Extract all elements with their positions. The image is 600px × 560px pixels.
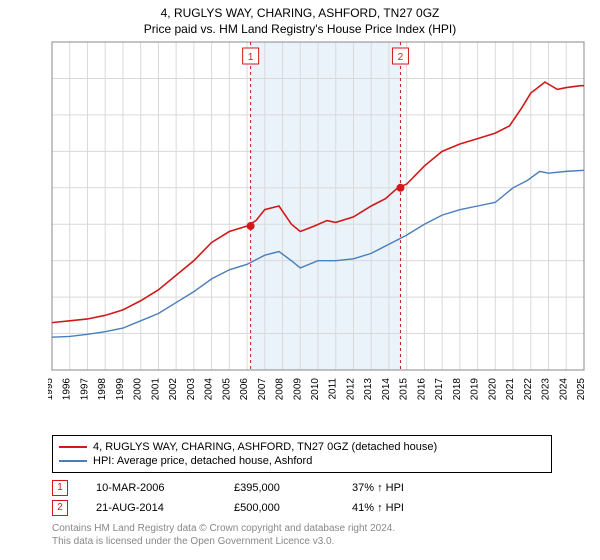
transaction-price: £395,000 [234,482,324,494]
legend-item: 4, RUGLYS WAY, CHARING, ASHFORD, TN27 0G… [59,440,545,454]
footer: Contains HM Land Registry data © Crown c… [52,522,395,548]
svg-text:2021: 2021 [505,378,516,401]
svg-text:2008: 2008 [275,378,286,401]
svg-text:2022: 2022 [523,378,534,401]
svg-text:1996: 1996 [62,378,73,401]
transaction-row: 1 10-MAR-2006 £395,000 37% ↑ HPI [52,478,552,498]
svg-text:2004: 2004 [204,378,215,401]
svg-text:2001: 2001 [150,378,161,401]
marker-box-icon: 1 [52,480,68,496]
title-line-2: Price paid vs. HM Land Registry's House … [0,20,600,36]
svg-text:2010: 2010 [310,378,321,401]
svg-text:2023: 2023 [541,378,552,401]
footer-line-2: This data is licensed under the Open Gov… [52,535,395,548]
svg-text:1998: 1998 [97,378,108,401]
footer-line-1: Contains HM Land Registry data © Crown c… [52,522,395,535]
svg-text:2009: 2009 [292,378,303,401]
transaction-price: £500,000 [234,502,324,514]
svg-text:2005: 2005 [221,378,232,401]
legend-swatch [59,446,87,448]
title-line-1: 4, RUGLYS WAY, CHARING, ASHFORD, TN27 0G… [0,0,600,20]
svg-text:2002: 2002 [168,378,179,401]
svg-text:2012: 2012 [345,378,356,401]
chart-area: £0£100K£200K£300K£400K£500K£600K£700K£80… [48,40,588,410]
svg-text:2000: 2000 [133,378,144,401]
chart-container: 4, RUGLYS WAY, CHARING, ASHFORD, TN27 0G… [0,0,600,560]
svg-text:2015: 2015 [399,378,410,401]
svg-text:1997: 1997 [79,378,90,401]
legend-text: HPI: Average price, detached house, Ashf… [93,455,312,467]
svg-text:2011: 2011 [328,378,339,400]
transaction-pct: 41% ↑ HPI [352,502,452,514]
svg-text:2017: 2017 [434,378,445,401]
marker-box-icon: 2 [52,500,68,516]
svg-text:2020: 2020 [487,378,498,401]
transaction-date: 21-AUG-2014 [96,502,206,514]
line-chart-svg: £0£100K£200K£300K£400K£500K£600K£700K£80… [48,40,588,410]
svg-text:2024: 2024 [558,378,569,401]
svg-text:1999: 1999 [115,378,126,401]
transaction-date: 10-MAR-2006 [96,482,206,494]
transaction-pct: 37% ↑ HPI [352,482,452,494]
transaction-rows: 1 10-MAR-2006 £395,000 37% ↑ HPI 2 21-AU… [52,478,552,518]
svg-text:2013: 2013 [363,378,374,401]
svg-text:2006: 2006 [239,378,250,401]
transaction-row: 2 21-AUG-2014 £500,000 41% ↑ HPI [52,498,552,518]
legend-swatch [59,460,87,462]
svg-text:2019: 2019 [470,378,481,401]
svg-text:1995: 1995 [48,378,55,401]
legend: 4, RUGLYS WAY, CHARING, ASHFORD, TN27 0G… [52,435,552,473]
legend-item: HPI: Average price, detached house, Ashf… [59,454,545,468]
svg-text:2018: 2018 [452,378,463,401]
svg-text:2003: 2003 [186,378,197,401]
svg-text:2007: 2007 [257,378,268,401]
svg-text:2016: 2016 [416,378,427,401]
svg-text:2025: 2025 [576,378,587,401]
svg-text:2014: 2014 [381,378,392,401]
svg-text:2: 2 [398,52,404,63]
svg-text:1: 1 [248,52,254,63]
legend-text: 4, RUGLYS WAY, CHARING, ASHFORD, TN27 0G… [93,441,437,453]
